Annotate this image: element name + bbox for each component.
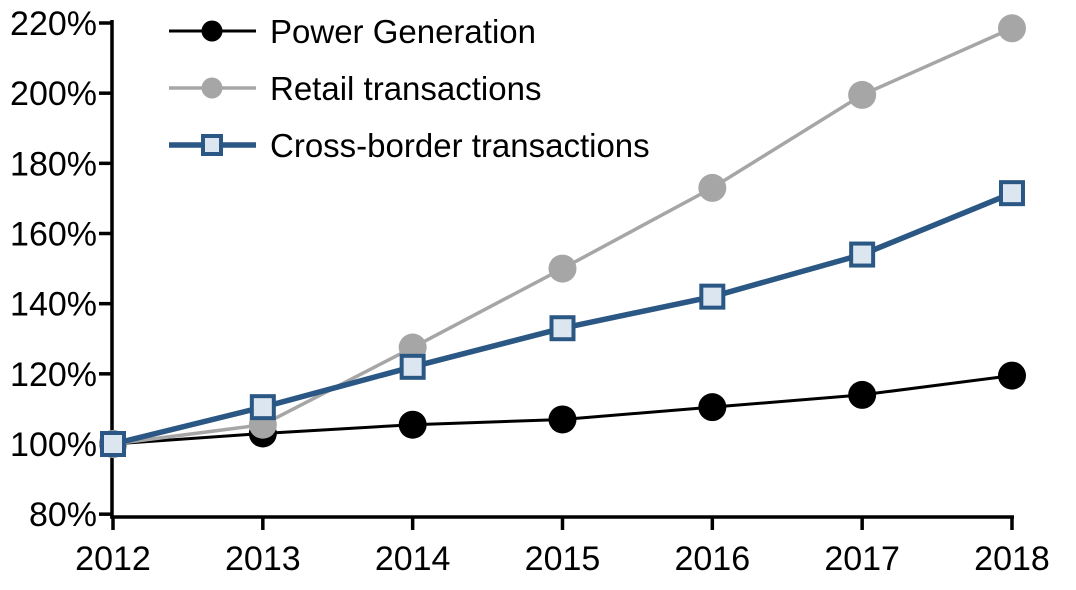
data-point-marker (698, 393, 727, 422)
y-axis-tick-label: 120% (10, 356, 97, 394)
data-point-marker (399, 353, 426, 380)
data-point-marker (548, 254, 577, 283)
legend-label: Power Generation (270, 13, 536, 50)
legend-marker-icon (201, 77, 223, 99)
x-axis-tick-label: 2017 (824, 540, 900, 578)
x-axis-tick-label: 2018 (974, 540, 1050, 578)
y-axis-tick-label: 220% (10, 5, 97, 43)
x-axis-tick-label: 2015 (525, 540, 601, 578)
x-axis-tick-label: 2012 (75, 540, 151, 578)
legend-item-power-generation: Power Generation (169, 13, 536, 50)
y-axis-tick-label: 160% (10, 216, 97, 254)
x-axis-tick-label: 2013 (225, 540, 301, 578)
legend-marker-icon (201, 134, 223, 156)
data-point-marker (249, 394, 276, 421)
y-axis-tick-label: 180% (10, 145, 97, 183)
legend: Power Generation Retail transactions Cross… (169, 13, 650, 164)
data-point-marker (848, 80, 877, 109)
data-point-marker (549, 315, 576, 342)
data-point-marker (548, 405, 577, 434)
x-axis-tick-label: 2014 (375, 540, 451, 578)
series-cross-border-transactions (100, 180, 1025, 457)
series-line-retail-transactions (112, 26, 1013, 446)
data-point-marker (849, 241, 876, 268)
x-axis-tick-label: 2016 (674, 540, 750, 578)
y-axis-tick-label: 140% (10, 286, 97, 324)
data-point-marker (997, 361, 1026, 390)
y-axis-tick-label: 200% (10, 75, 97, 113)
data-point-marker (398, 410, 427, 439)
data-point-marker (100, 431, 126, 457)
data-point-marker (699, 283, 726, 310)
data-point-marker (698, 173, 727, 202)
data-point-marker (997, 14, 1026, 43)
legend-label: Retail transactions (270, 70, 541, 107)
data-point-marker (998, 180, 1025, 207)
legend-item-cross-border-transactions: Cross-border transactions (169, 127, 650, 164)
y-axis-tick-label: 80% (29, 496, 97, 534)
data-point-marker (848, 380, 877, 409)
y-axis-tick-label: 100% (10, 426, 97, 464)
series-power-generation (99, 361, 1026, 458)
legend-item-retail-transactions: Retail transactions (169, 70, 541, 107)
legend-label: Cross-border transactions (270, 127, 650, 164)
legend-marker-icon (201, 20, 223, 42)
